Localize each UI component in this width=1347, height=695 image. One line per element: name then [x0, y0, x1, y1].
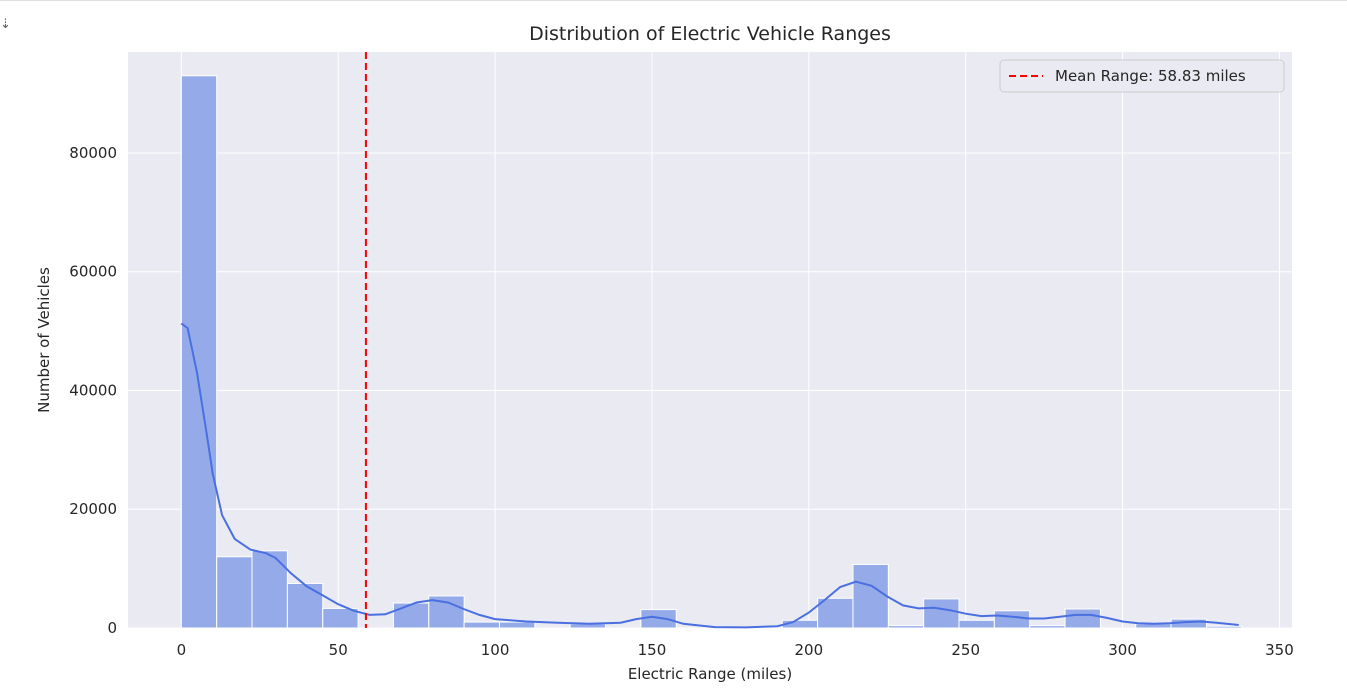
x-tick-label: 300 [1108, 641, 1137, 659]
grid-lines [128, 52, 1292, 629]
histogram-bar [286, 582, 324, 629]
legend-mean-label: Mean Range: 58.83 miles [1055, 67, 1246, 85]
plot-area [128, 52, 1292, 628]
chart-title: Distribution of Electric Vehicle Ranges [529, 23, 891, 45]
histogram-bar [640, 609, 677, 629]
histogram-bar [498, 621, 536, 629]
x-axis-ticks: 0 50 100 150 200 250 300 350 [177, 641, 1294, 659]
y-tick-label: 60000 [69, 263, 117, 281]
output-collapse-icon[interactable]: ⇣ [0, 17, 11, 32]
histogram-bar [1029, 625, 1066, 629]
y-tick-label: 0 [107, 619, 117, 637]
y-axis-label: Number of Vehicles [35, 267, 53, 413]
kde-curve [180, 322, 1239, 629]
histogram-bar [817, 597, 854, 629]
histogram-bar [392, 602, 430, 629]
x-tick-label: 250 [951, 641, 980, 659]
histogram-bar [923, 598, 960, 629]
legend: Mean Range: 58.83 miles [999, 59, 1285, 93]
x-tick-label: 50 [329, 641, 348, 659]
x-axis-label: Electric Range (miles) [628, 665, 792, 683]
histogram-bar [1064, 608, 1101, 629]
legend-box [999, 59, 1285, 93]
histogram-bar [216, 556, 253, 629]
histogram-bar [463, 621, 500, 629]
histogram-bar [180, 75, 218, 629]
histogram-bar [958, 619, 995, 629]
y-tick-label: 80000 [69, 144, 117, 162]
y-axis-ticks: 0 20000 40000 60000 80000 [69, 144, 117, 637]
y-tick-label: 20000 [69, 500, 117, 518]
x-tick-label: 200 [795, 641, 824, 659]
histogram-bar [993, 610, 1031, 629]
x-tick-label: 350 [1265, 641, 1294, 659]
histogram-bar [251, 550, 288, 629]
histogram-bar [322, 607, 359, 629]
x-tick-label: 150 [638, 641, 667, 659]
x-tick-label: 100 [481, 641, 510, 659]
x-tick-label: 0 [177, 641, 187, 659]
y-tick-label: 40000 [69, 381, 117, 399]
histogram-bar [852, 563, 889, 629]
histogram-bar [1205, 625, 1243, 629]
cell-top-border [0, 0, 1347, 1]
histogram-bar [887, 625, 925, 629]
